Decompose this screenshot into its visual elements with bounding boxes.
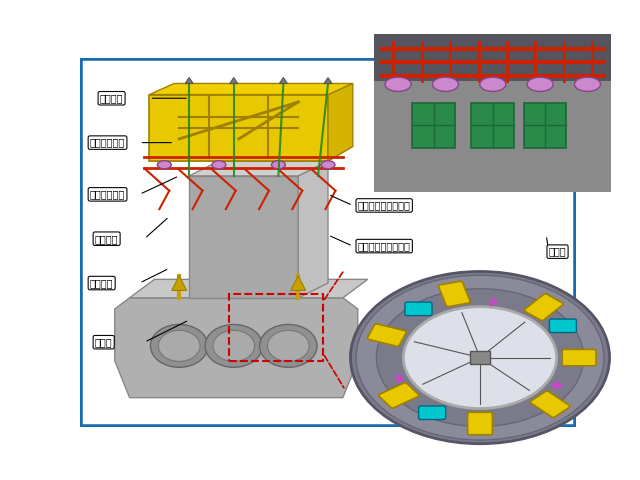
Ellipse shape	[321, 161, 335, 169]
Polygon shape	[115, 298, 358, 397]
Text: 墩身顶紧机构: 墩身顶紧机构	[427, 69, 462, 79]
FancyBboxPatch shape	[367, 324, 406, 346]
Polygon shape	[150, 84, 353, 95]
Text: 钢管桩上部抱桩系统: 钢管桩上部抱桩系统	[358, 201, 411, 210]
Text: 底部承托桁架: 底部承托桁架	[90, 138, 125, 148]
Polygon shape	[185, 78, 193, 84]
Polygon shape	[129, 279, 367, 298]
FancyBboxPatch shape	[438, 281, 470, 307]
FancyBboxPatch shape	[530, 391, 570, 418]
Text: 楔形块顶紧机构: 楔形块顶紧机构	[436, 396, 477, 407]
FancyBboxPatch shape	[549, 319, 577, 333]
Circle shape	[158, 330, 200, 361]
Circle shape	[268, 330, 309, 361]
Bar	[412, 103, 455, 148]
Text: 吊具主梁: 吊具主梁	[100, 93, 124, 103]
Ellipse shape	[385, 77, 411, 91]
FancyBboxPatch shape	[379, 383, 419, 408]
Bar	[229, 294, 323, 360]
Text: 三向调位机构: 三向调位机构	[90, 189, 125, 199]
Polygon shape	[150, 146, 353, 161]
FancyBboxPatch shape	[405, 302, 432, 315]
Text: 剪力键: 剪力键	[548, 247, 566, 257]
Ellipse shape	[157, 161, 172, 169]
Polygon shape	[150, 95, 328, 161]
Ellipse shape	[527, 77, 553, 91]
Text: 首节墩台: 首节墩台	[90, 278, 113, 288]
Bar	[374, 34, 611, 81]
Circle shape	[150, 324, 208, 367]
Ellipse shape	[480, 77, 506, 91]
FancyBboxPatch shape	[524, 294, 563, 321]
FancyBboxPatch shape	[468, 412, 492, 435]
Ellipse shape	[575, 77, 600, 91]
Polygon shape	[189, 161, 328, 176]
Text: 钢吊杆: 钢吊杆	[95, 337, 113, 347]
FancyBboxPatch shape	[419, 406, 445, 420]
Bar	[524, 103, 566, 148]
Polygon shape	[298, 161, 328, 298]
Polygon shape	[230, 78, 237, 84]
Circle shape	[351, 272, 609, 444]
Circle shape	[213, 330, 255, 361]
Text: 柔性吊索: 柔性吊索	[95, 234, 118, 244]
Polygon shape	[328, 84, 353, 161]
Ellipse shape	[433, 77, 458, 91]
Ellipse shape	[212, 161, 226, 169]
Text: 钢管桩下部抱桩系统: 钢管桩下部抱桩系统	[358, 241, 411, 251]
Polygon shape	[172, 276, 187, 290]
Circle shape	[205, 324, 262, 367]
Circle shape	[260, 324, 317, 367]
Polygon shape	[189, 176, 298, 298]
Polygon shape	[324, 78, 332, 84]
Bar	[470, 351, 490, 364]
Polygon shape	[291, 276, 306, 290]
Polygon shape	[280, 78, 287, 84]
Ellipse shape	[271, 161, 285, 169]
FancyBboxPatch shape	[562, 349, 596, 366]
Bar	[374, 81, 611, 192]
Bar	[472, 103, 514, 148]
Circle shape	[403, 307, 557, 408]
